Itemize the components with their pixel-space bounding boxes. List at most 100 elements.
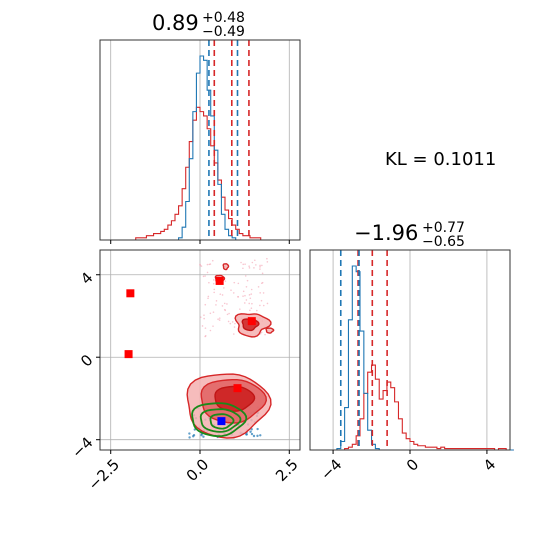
bottom-left-xtick-label: 2.5 [272,455,302,485]
bottom-left-scatter-point [254,259,256,262]
bottom-right-title-lower: −0.65 [422,234,465,250]
bottom-left-scatter-point [253,267,255,269]
bottom-left-scatter-point [259,268,261,270]
bottom-left-scatter-point [213,291,215,294]
bottom-left-scatter-point [260,299,263,302]
bottom-left-scatter-point [240,261,242,264]
bottom-left-scatter-point [242,295,244,297]
bottom-left-scatter-point [248,294,251,296]
bottom-left-scatter-point [259,264,261,267]
bottom-left-scatter-point [212,325,214,327]
bottom-left-scatter-point [259,434,262,437]
bottom-left-scatter-point [264,333,266,336]
bottom-left-scatter-point [244,294,246,297]
top-left-title-lower: −0.49 [202,24,245,40]
bottom-right-histogram-panel: −4 0 4 −1.96 +0.77 −0.65 [309,220,514,484]
bottom-right-xtick-label: 0 [403,455,422,474]
bottom-left-scatter-point [252,434,256,438]
bottom-left-scatter-point [250,307,253,309]
bottom-left-scatter-point [213,288,216,291]
bottom-left-xtick-label: −2.5 [85,455,123,493]
bottom-right-title-upper: +0.77 [422,220,465,236]
top-left-hist-red [128,106,275,241]
bottom-left-scatter-point [262,292,265,294]
bottom-left-scatter-point [257,286,260,288]
bottom-left-scatter-point [251,302,253,305]
bottom-left-scatter-point [218,319,221,321]
bottom-left-scatter-point [226,303,228,305]
bottom-left-red-marker [233,384,242,393]
bottom-left-scatter-point [202,435,205,438]
bottom-left-scatter-point [255,264,257,266]
bottom-left-scatter-point [250,293,253,295]
bottom-left-scatter-point [231,321,234,323]
bottom-left-xtick-label: 0.0 [183,455,213,485]
bottom-left-scatter-point [204,275,206,277]
bottom-left-scatter-point [237,282,240,285]
bottom-left-scatter-point [224,280,227,282]
bottom-left-scatter-point [233,333,235,335]
bottom-left-scatter-point [262,304,265,307]
bottom-left-scatter-point [209,329,212,332]
bottom-left-scatter-point [234,322,236,325]
bottom-left-scatter-point [251,261,254,264]
bottom-left-scatter-point [242,263,245,266]
bottom-left-scatter-point [250,432,254,436]
bottom-left-scatter-point [229,322,232,325]
bottom-left-scatter-point [200,265,203,267]
bottom-left-scatter-point [206,271,209,274]
bottom-left-scatter-point [244,263,246,265]
bottom-left-scatter-point [212,311,215,313]
bottom-left-blue-marker [217,417,226,426]
bottom-left-scatter-point [217,318,219,320]
bottom-left-scatter-point [243,302,246,304]
bottom-left-scatter-point [256,434,259,438]
bottom-left-scatter-point [227,320,230,323]
bottom-right-hist-blue [313,265,514,451]
top-left-title-upper: +0.48 [202,10,245,26]
bottom-left-scatter-point [209,312,212,315]
bottom-left-scatter-point [230,289,232,291]
bottom-left-red-marker [247,317,256,326]
bottom-left-scatter-point [199,264,202,266]
bottom-left-scatter-point [242,267,244,270]
bottom-left-scatter-point [204,303,207,306]
bottom-left-scatter-point [206,263,209,266]
bottom-left-scatter-point [215,300,218,302]
bottom-left-scatter-point [215,304,217,306]
bottom-left-scatter-panel: −2.5 0.0 2.5 −4 0 4 [68,249,302,494]
bottom-left-scatter-point [188,432,191,435]
bottom-left-scatter-point [256,427,259,431]
bottom-left-scatter-point [199,316,202,318]
bottom-left-scatter-point [259,266,261,268]
bottom-left-scatter-point [233,326,236,328]
bottom-left-scatter-point [203,314,205,316]
bottom-left-scatter-point [248,302,251,305]
bottom-left-scatter-point [201,325,204,327]
top-left-histogram-panel: 0.89 +0.48 −0.49 [99,10,301,244]
bottom-left-scatter-point [204,335,207,337]
bottom-left-scatter-point [209,263,212,265]
bottom-left-scatter-point [266,261,269,263]
bottom-left-scatter-point [245,433,248,436]
bottom-left-scatter-point [207,295,210,298]
bottom-left-scatter-point [208,281,210,284]
bottom-left-scatter-point [259,292,261,294]
bottom-left-scatter-point [248,265,250,268]
bottom-left-scatter-point [249,430,252,433]
bottom-left-scatter-point [237,296,239,298]
bottom-left-red-marker [215,276,224,285]
bottom-left-scatter-point [211,259,214,262]
bottom-left-scatter-point [221,305,224,307]
bottom-left-scatter-point [266,302,269,305]
bottom-right-hist-red [313,364,514,451]
bottom-left-scatter-point [226,313,229,316]
bottom-left-scatter-point [242,290,245,293]
bottom-left-scatter-point [204,327,207,329]
bottom-left-scatter-point [232,292,235,294]
bottom-left-scatter-point [207,297,209,300]
bottom-left-contour-red-spot [265,327,275,334]
bottom-left-red-marker [126,289,135,298]
bottom-left-scatter-point [245,299,248,301]
